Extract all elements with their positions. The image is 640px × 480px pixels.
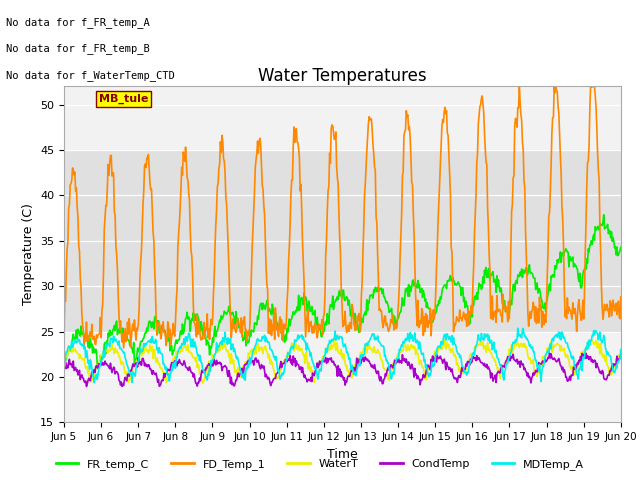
MDTemp_A xyxy=(185,330,193,336)
FD_Temp_1 xyxy=(214,180,222,186)
FR_temp_C xyxy=(617,244,625,250)
Text: No data for f_FR_temp_B: No data for f_FR_temp_B xyxy=(6,43,150,54)
WaterT xyxy=(214,349,222,355)
FD_Temp_1 xyxy=(60,339,68,345)
Text: No data for f_FR_temp_A: No data for f_FR_temp_A xyxy=(6,17,150,28)
MDTemp_A xyxy=(90,380,98,385)
Legend: FR_temp_C, FD_Temp_1, WaterT, CondTemp, MDTemp_A: FR_temp_C, FD_Temp_1, WaterT, CondTemp, … xyxy=(51,455,589,474)
MDTemp_A xyxy=(128,380,136,385)
MDTemp_A xyxy=(428,369,435,374)
WaterT xyxy=(60,355,68,361)
FD_Temp_1 xyxy=(120,345,127,351)
CondTemp xyxy=(60,365,68,371)
FR_temp_C xyxy=(93,363,101,369)
FD_Temp_1 xyxy=(128,325,136,331)
FD_Temp_1 xyxy=(411,261,419,266)
MDTemp_A xyxy=(411,330,419,336)
WaterT xyxy=(199,380,207,386)
FR_temp_C xyxy=(128,346,136,351)
FR_temp_C xyxy=(411,280,419,286)
Text: No data for f_WaterTemp_CTD: No data for f_WaterTemp_CTD xyxy=(6,70,175,81)
WaterT xyxy=(428,358,435,364)
MDTemp_A xyxy=(514,325,522,331)
CondTemp xyxy=(411,365,419,371)
Line: WaterT: WaterT xyxy=(64,340,621,383)
Line: CondTemp: CondTemp xyxy=(64,353,621,386)
WaterT xyxy=(588,337,596,343)
CondTemp xyxy=(83,384,90,389)
FD_Temp_1 xyxy=(617,294,625,300)
CondTemp xyxy=(70,368,78,373)
CondTemp xyxy=(128,365,136,371)
Title: Water Temperatures: Water Temperatures xyxy=(258,67,427,85)
MDTemp_A xyxy=(617,347,625,352)
CondTemp xyxy=(185,368,193,373)
FR_temp_C xyxy=(428,317,435,323)
FD_Temp_1 xyxy=(70,172,78,178)
Line: FD_Temp_1: FD_Temp_1 xyxy=(64,86,621,348)
CondTemp xyxy=(214,360,222,366)
FD_Temp_1 xyxy=(515,84,523,89)
Line: MDTemp_A: MDTemp_A xyxy=(64,328,621,383)
CondTemp xyxy=(428,357,435,362)
MDTemp_A xyxy=(70,340,78,346)
CondTemp xyxy=(617,351,625,357)
FR_temp_C xyxy=(60,359,68,364)
WaterT xyxy=(617,350,625,356)
WaterT xyxy=(127,368,135,374)
FD_Temp_1 xyxy=(428,333,435,339)
WaterT xyxy=(184,342,192,348)
CondTemp xyxy=(546,350,554,356)
MDTemp_A xyxy=(214,343,222,348)
Line: FR_temp_C: FR_temp_C xyxy=(64,215,621,366)
Text: MB_tule: MB_tule xyxy=(99,94,148,104)
Y-axis label: Temperature (C): Temperature (C) xyxy=(22,204,35,305)
MDTemp_A xyxy=(60,350,68,356)
Bar xyxy=(64,150,621,332)
FR_temp_C xyxy=(185,314,193,320)
X-axis label: Time: Time xyxy=(327,448,358,461)
FR_temp_C xyxy=(214,325,222,331)
FR_temp_C xyxy=(600,212,607,217)
WaterT xyxy=(411,344,419,349)
FD_Temp_1 xyxy=(185,190,193,195)
FR_temp_C xyxy=(70,335,78,341)
WaterT xyxy=(70,347,78,353)
